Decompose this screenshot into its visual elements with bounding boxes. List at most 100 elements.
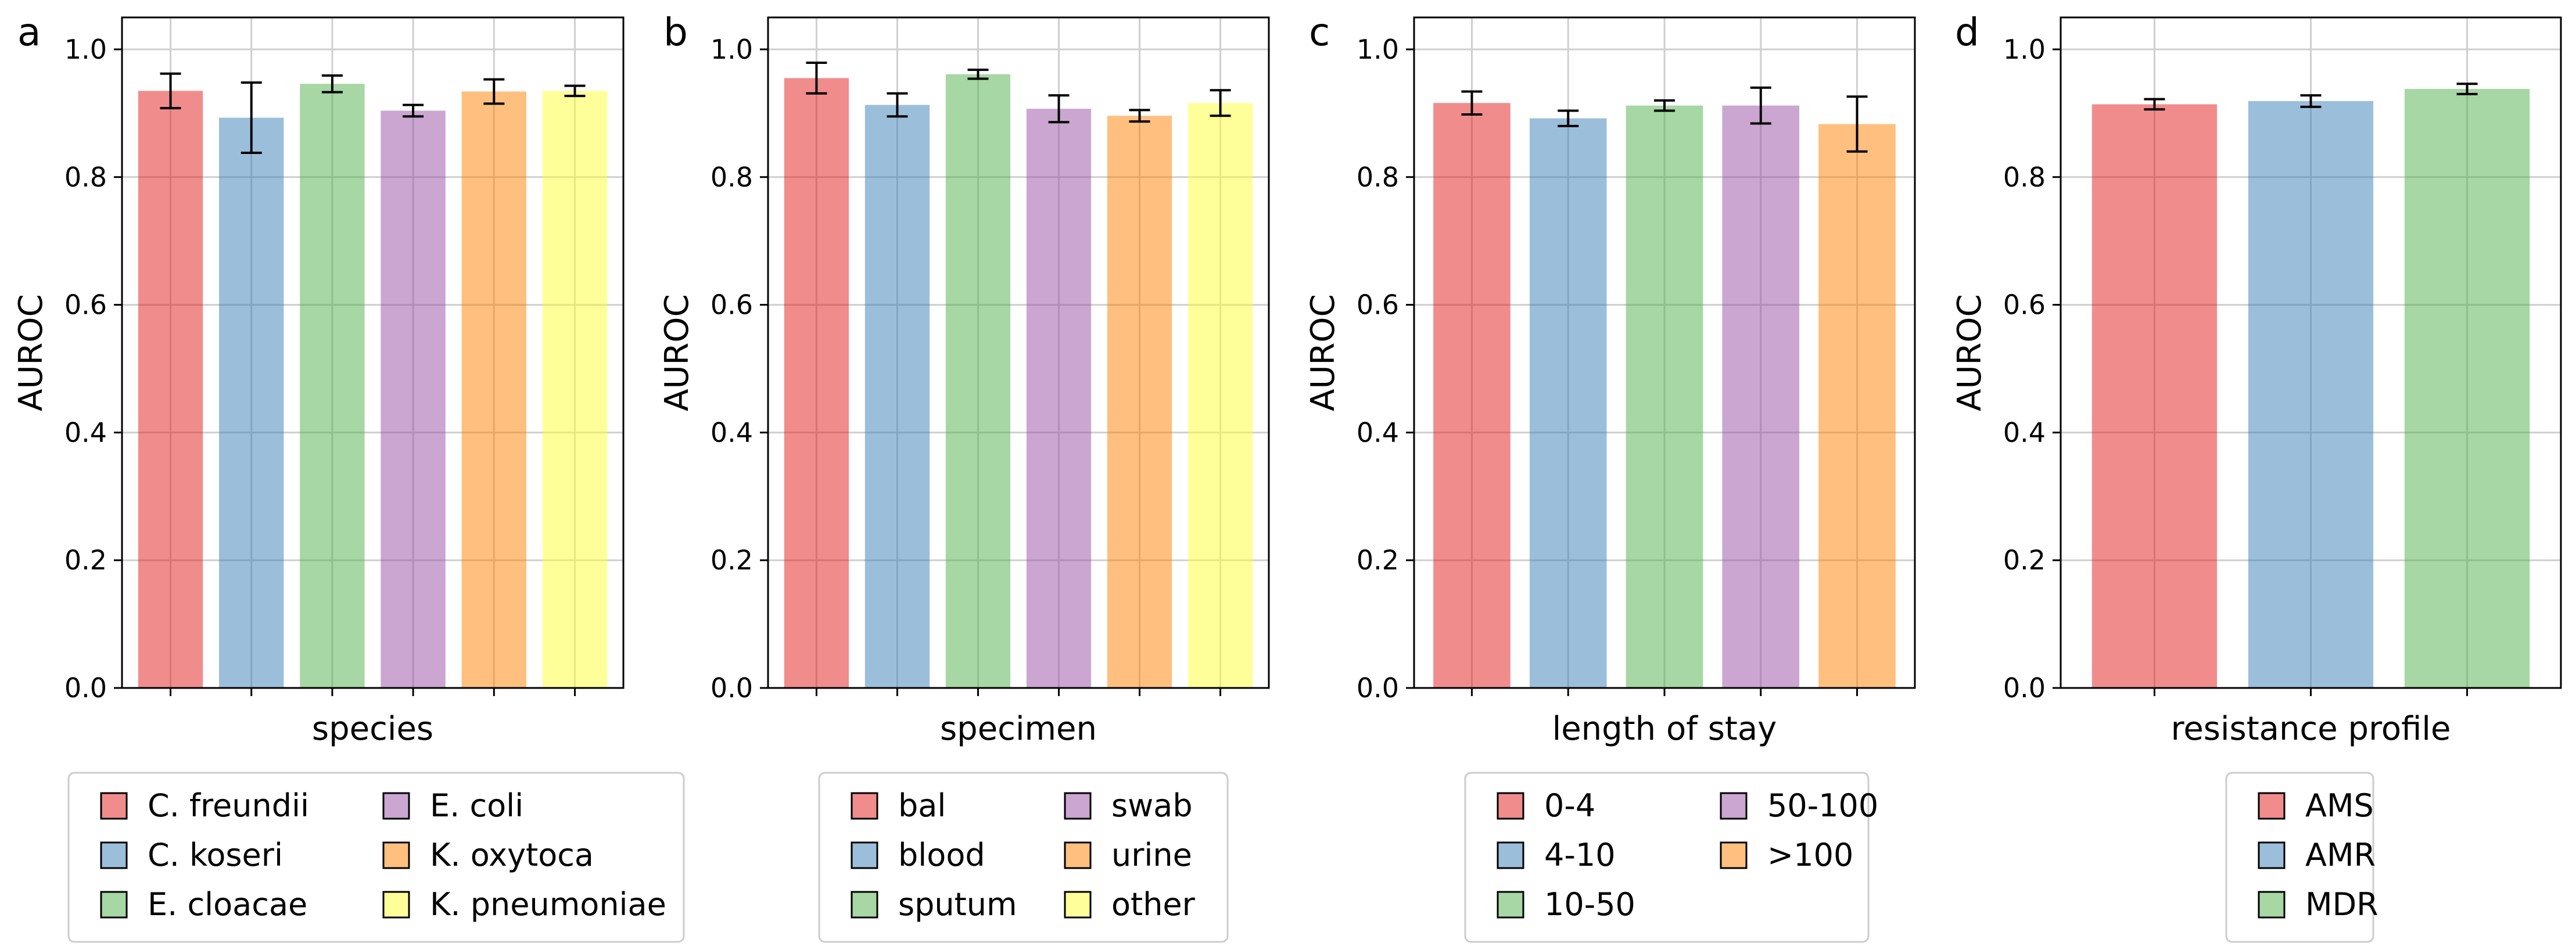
panel-d-ytick-label-5: 1.0: [2003, 34, 2046, 65]
panel-d-legend-swatch-0: [2258, 792, 2286, 820]
panel-b-ytick-label-3: 0.6: [711, 289, 753, 321]
panel-a-chart: 0.0 0.2 0.4 0.6 0.8 1.0 AUROC species a C. freund…: [12, 10, 685, 943]
panel-c-ytick-label-2: 0.4: [1357, 417, 1399, 448]
panel-d-legend-label-0: AMS: [2305, 787, 2374, 824]
panel-c-legend-label-4: >100: [1767, 837, 1853, 873]
panel-c-legend-label-0: 0-4: [1544, 787, 1595, 824]
panel-a-legend-label-3: E. coli: [430, 787, 523, 824]
panel-a-legend-label-5: K. pneumoniae: [430, 886, 666, 923]
panel-a-letter: a: [17, 10, 41, 55]
panel-d-ytick-label-1: 0.2: [2003, 544, 2046, 576]
panel-a-legend-swatch-0: [100, 792, 128, 820]
panel-d-bar-2: [2404, 89, 2530, 688]
panel-c-legend-swatch-4: [1720, 841, 1748, 869]
panel-d-chart: 0.0 0.2 0.4 0.6 0.8 1.0 AUROC resistance profil…: [1951, 10, 2562, 943]
panel-a-ytick-label-2: 0.4: [64, 417, 107, 448]
panel-a-legend-swatch-1: [100, 841, 128, 869]
panel-b-ylabel: AUROC: [658, 294, 696, 411]
panel-a-legend-label-4: K. oxytoca: [430, 837, 594, 873]
panel-b-legend-swatch-5: [1064, 891, 1092, 919]
panel-b-bar-3: [1026, 109, 1092, 688]
panel-c-legend-frame: [1464, 772, 1870, 943]
panel-c-ytick-label-4: 0.8: [1357, 162, 1399, 193]
panel-c-bar-2: [1626, 105, 1703, 688]
panel-c-ytick-label-0: 0.0: [1357, 672, 1399, 704]
panel-a-legend-swatch-4: [382, 841, 410, 869]
panel-b-legend: bal blood sputum swab urine other: [818, 772, 1229, 943]
panel-c-bar-0: [1433, 103, 1511, 688]
panel-a-bar-1: [219, 117, 284, 688]
panel-d-letter: d: [1955, 10, 1979, 55]
panel-b-legend-frame: [818, 772, 1229, 943]
panel-b-xlabel: specimen: [940, 710, 1097, 748]
panel-b-legend-label-1: blood: [898, 837, 985, 873]
panel-a-legend: C. freundii C. koseri E. cloacae E. coli K. …: [67, 772, 685, 943]
panel-b-ytick-label-1: 0.2: [711, 544, 753, 576]
panel-a-ytick-label-0: 0.0: [64, 672, 107, 704]
panel-d-bar-0: [2091, 104, 2218, 689]
panel-a-xlabel: species: [312, 710, 433, 748]
panel-b-chart: 0.0 0.2 0.4 0.6 0.8 1.0 AUROC specimen b bal blood…: [658, 10, 1270, 943]
panel-a-axes-frame: [121, 16, 625, 689]
panel-d-ylabel: AUROC: [1951, 294, 1989, 411]
panel-b-ytick-label-5: 1.0: [711, 34, 753, 65]
panel-a-legend-swatch-5: [382, 891, 410, 919]
panel-c-legend-swatch-3: [1720, 792, 1748, 820]
panel-b-bar-5: [1187, 103, 1253, 688]
panel-d-legend-label-2: MDR: [2305, 886, 2378, 923]
panel-c-chart: 0.0 0.2 0.4 0.6 0.8 1.0 AUROC length of stay c 0-…: [1304, 10, 1916, 943]
panel-b-legend-label-0: bal: [898, 787, 946, 824]
panel-c-legend-label-3: 50-100: [1767, 787, 1878, 824]
panel-b-legend-swatch-4: [1064, 841, 1092, 869]
panel-a-bar-4: [461, 91, 526, 689]
panel-c-ytick-label-1: 0.2: [1357, 544, 1399, 576]
panel-c-ytick-label-3: 0.6: [1357, 289, 1399, 321]
panel-a-legend-swatch-2: [100, 891, 128, 919]
panel-c-legend-label-1: 4-10: [1544, 837, 1616, 873]
panel-d-legend-label-1: AMR: [2305, 837, 2376, 873]
panel-d-ytick-label-4: 0.8: [2003, 162, 2046, 193]
panel-c-ylabel: AUROC: [1304, 294, 1342, 411]
panel-b-ytick-label-2: 0.4: [711, 417, 753, 448]
panel-c-bar-4: [1818, 124, 1896, 688]
panel-a-legend-frame: [67, 772, 685, 943]
panel-d-legend: AMS AMR MDR: [2225, 772, 2378, 943]
panel-a-bar-0: [138, 91, 203, 688]
panel-a-ytick-label-4: 0.8: [64, 162, 107, 193]
panel-b-ytick-label-4: 0.8: [711, 162, 753, 193]
panel-b-legend-swatch-0: [851, 792, 878, 820]
panel-b-legend-label-4: urine: [1111, 837, 1192, 873]
panel-d-legend-swatch-1: [2258, 841, 2286, 869]
panel-c-ytick-label-5: 1.0: [1357, 34, 1399, 65]
panel-b-legend-label-2: sputum: [898, 886, 1017, 923]
panel-b-letter: b: [663, 10, 688, 55]
panel-b-legend-swatch-1: [851, 841, 878, 869]
panel-d-legend-swatch-2: [2258, 891, 2286, 919]
panel-c-letter: c: [1309, 10, 1330, 55]
panel-b-bar-0: [784, 78, 849, 688]
panel-b-legend-label-5: other: [1111, 886, 1196, 923]
panel-b-legend-swatch-3: [1064, 792, 1092, 820]
panel-d-bar-1: [2248, 101, 2374, 689]
panel-b-axes-frame: [767, 16, 1270, 689]
panel-b-legend-swatch-2: [851, 891, 878, 919]
panel-a-bar-3: [381, 110, 446, 689]
panel-c-legend-swatch-1: [1497, 841, 1524, 869]
panel-c-legend: 0-4 4-10 10-50 50-100 >100: [1464, 772, 1878, 943]
panel-b-bar-1: [864, 105, 930, 688]
panel-b-bar-2: [945, 74, 1011, 689]
panel-a-ytick-label-3: 0.6: [64, 289, 107, 321]
panel-a-legend-label-1: C. koseri: [148, 837, 283, 873]
panel-a-legend-label-2: E. cloacae: [148, 886, 307, 923]
panel-c-legend-swatch-2: [1497, 891, 1524, 919]
panel-b-legend-label-3: swab: [1111, 787, 1193, 824]
panel-b-bar-4: [1107, 116, 1172, 689]
panel-c-bar-1: [1529, 118, 1607, 688]
panel-a-legend-label-0: C. freundii: [148, 787, 309, 824]
panel-a-bar-5: [542, 91, 608, 688]
panel-d-ytick-label-0: 0.0: [2003, 672, 2046, 704]
panel-b-ytick-label-0: 0.0: [711, 672, 753, 704]
panel-d-xlabel: resistance profile: [2171, 710, 2451, 748]
panel-c-legend-label-2: 10-50: [1544, 886, 1635, 923]
